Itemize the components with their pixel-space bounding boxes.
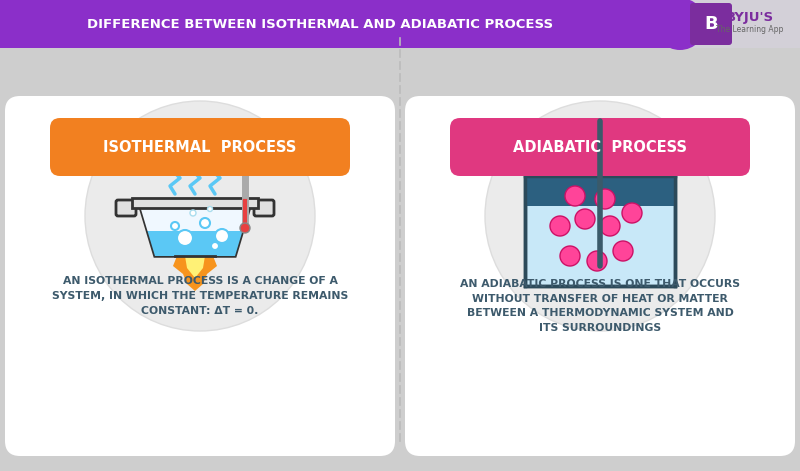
FancyBboxPatch shape (670, 0, 800, 48)
Circle shape (85, 101, 315, 331)
FancyBboxPatch shape (525, 176, 675, 206)
Circle shape (600, 216, 620, 236)
Circle shape (211, 242, 219, 250)
FancyBboxPatch shape (116, 200, 136, 216)
FancyBboxPatch shape (525, 176, 675, 286)
Text: BYJU'S: BYJU'S (726, 11, 774, 24)
Circle shape (207, 206, 213, 211)
Text: ISOTHERMAL  PROCESS: ISOTHERMAL PROCESS (103, 139, 297, 154)
Text: DIFFERENCE BETWEEN ISOTHERMAL AND ADIABATIC PROCESS: DIFFERENCE BETWEEN ISOTHERMAL AND ADIABA… (87, 17, 553, 31)
Polygon shape (132, 198, 258, 208)
Circle shape (550, 216, 570, 236)
Text: AN ISOTHERMAL PROCESS IS A CHANGE OF A
SYSTEM, IN WHICH THE TEMPERATURE REMAINS
: AN ISOTHERMAL PROCESS IS A CHANGE OF A S… (52, 276, 348, 316)
Polygon shape (140, 206, 250, 231)
Circle shape (171, 222, 179, 230)
Circle shape (485, 101, 715, 331)
Circle shape (560, 246, 580, 266)
Circle shape (595, 189, 615, 209)
FancyBboxPatch shape (254, 200, 274, 216)
Circle shape (565, 186, 585, 206)
Circle shape (622, 203, 642, 223)
Polygon shape (140, 206, 250, 256)
FancyBboxPatch shape (5, 96, 395, 456)
FancyBboxPatch shape (50, 118, 350, 176)
Polygon shape (147, 231, 242, 256)
Polygon shape (173, 256, 217, 291)
Circle shape (177, 230, 193, 246)
Circle shape (200, 218, 210, 228)
Text: B: B (704, 15, 718, 33)
Circle shape (215, 229, 229, 243)
Text: The Learning App: The Learning App (716, 25, 784, 34)
FancyBboxPatch shape (450, 118, 750, 176)
Circle shape (240, 223, 250, 233)
Polygon shape (185, 256, 205, 278)
FancyBboxPatch shape (690, 3, 732, 45)
FancyBboxPatch shape (0, 0, 680, 48)
Circle shape (613, 241, 633, 261)
Circle shape (654, 0, 706, 50)
Circle shape (575, 209, 595, 229)
Text: AN ADIABATIC PROCESS IS ONE THAT OCCURS
WITHOUT TRANSFER OF HEAT OR MATTER
BETWE: AN ADIABATIC PROCESS IS ONE THAT OCCURS … (460, 279, 740, 333)
FancyBboxPatch shape (405, 96, 795, 456)
Circle shape (190, 210, 196, 216)
Circle shape (587, 251, 607, 271)
Text: ADIABATIC  PROCESS: ADIABATIC PROCESS (513, 139, 687, 154)
